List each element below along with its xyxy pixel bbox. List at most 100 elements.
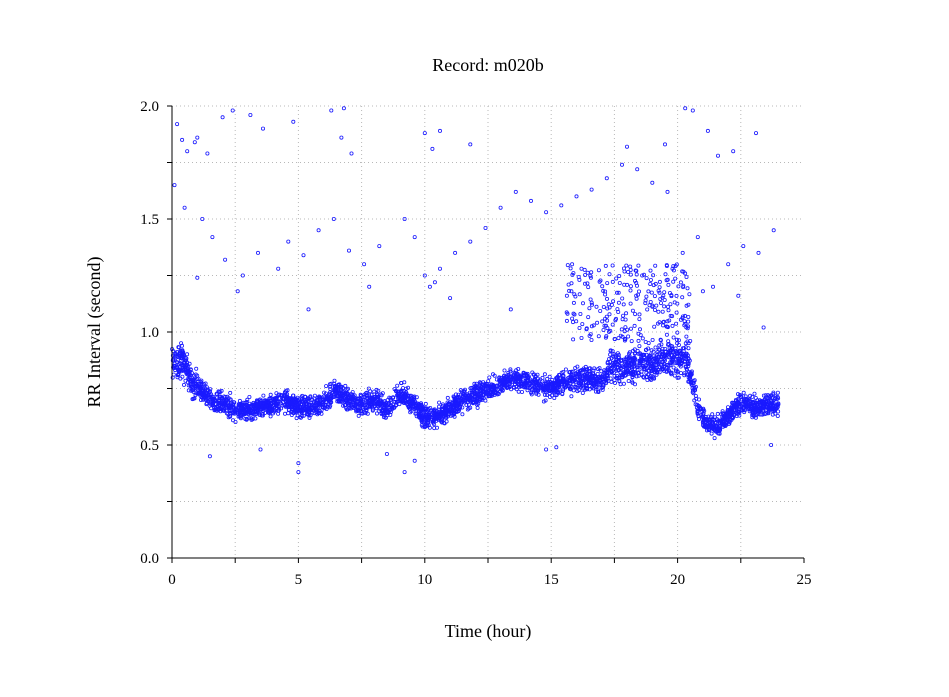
data-point: [402, 380, 407, 385]
data-point: [656, 355, 661, 360]
data-point: [264, 399, 269, 404]
data-point: [184, 356, 189, 361]
data-point: [622, 282, 627, 287]
outlier-point: [260, 126, 265, 131]
outlier-point: [711, 284, 716, 289]
data-point: [583, 281, 588, 286]
data-point: [422, 424, 427, 429]
data-point: [405, 385, 410, 390]
outlier-point: [620, 162, 625, 167]
data-point: [602, 373, 607, 378]
data-point: [770, 400, 775, 405]
data-point: [680, 295, 685, 300]
data-point: [557, 390, 562, 395]
data-point: [629, 379, 634, 384]
data-point: [575, 364, 580, 369]
outlier-point: [220, 115, 225, 120]
data-point: [654, 303, 659, 308]
data-point: [294, 416, 299, 421]
data-point: [581, 366, 586, 371]
data-point: [686, 314, 691, 319]
data-point: [322, 398, 327, 403]
outlier-point: [296, 461, 301, 466]
data-point: [610, 322, 615, 327]
data-point: [646, 289, 651, 294]
data-point: [549, 389, 554, 394]
data-point: [692, 378, 697, 383]
data-point: [624, 355, 629, 360]
data-point: [433, 417, 438, 422]
data-point: [604, 314, 609, 319]
data-point: [721, 422, 726, 427]
data-point: [727, 419, 732, 424]
data-point: [703, 414, 708, 419]
data-point: [628, 288, 633, 293]
data-point: [479, 390, 484, 395]
outlier-point: [329, 108, 334, 113]
outlier-point: [235, 289, 240, 294]
data-point: [365, 402, 370, 407]
data-point: [241, 400, 246, 405]
data-point: [228, 390, 233, 395]
data-point: [581, 301, 586, 306]
data-point: [637, 351, 642, 356]
data-point: [383, 411, 388, 416]
data-point: [615, 290, 620, 295]
data-point: [629, 326, 634, 331]
data-point: [502, 368, 507, 373]
data-point: [209, 396, 214, 401]
data-point: [648, 277, 653, 282]
data-point: [445, 395, 450, 400]
data-point: [757, 398, 762, 403]
data-point: [573, 372, 578, 377]
data-point: [680, 269, 685, 274]
data-point: [524, 374, 529, 379]
data-point: [411, 404, 416, 409]
data-point: [338, 384, 343, 389]
outlier-point: [180, 137, 185, 142]
data-point: [189, 388, 194, 393]
data-point: [421, 415, 426, 420]
chart-title: Record: m020b: [432, 55, 543, 75]
outlier-point: [430, 146, 435, 151]
outlier-point: [255, 250, 260, 255]
outlier-point: [683, 106, 688, 111]
data-point: [695, 411, 700, 416]
data-point: [741, 390, 746, 395]
data-point: [226, 400, 231, 405]
data-point: [329, 400, 334, 405]
data-point: [459, 389, 464, 394]
data-point: [624, 362, 629, 367]
data-point: [664, 332, 669, 337]
outlier-point: [756, 250, 761, 255]
x-tick-label: 5: [295, 572, 303, 588]
data-point: [554, 379, 559, 384]
data-point: [179, 341, 184, 346]
data-point: [393, 388, 398, 393]
data-point: [600, 319, 605, 324]
data-point: [659, 301, 664, 306]
data-point: [641, 374, 646, 379]
data-point: [748, 407, 753, 412]
data-point: [575, 372, 580, 377]
data-point: [617, 280, 622, 285]
data-point: [702, 408, 707, 413]
data-point: [395, 383, 400, 388]
outlier-point: [402, 216, 407, 221]
data-point: [608, 352, 613, 357]
data-point: [626, 269, 631, 274]
data-point: [571, 311, 576, 316]
data-point: [335, 393, 340, 398]
outlier-point: [341, 106, 346, 111]
outlier-point: [205, 151, 210, 156]
data-point: [328, 384, 333, 389]
outlier-point: [754, 131, 759, 136]
data-point: [423, 414, 428, 419]
outlier-point: [207, 454, 212, 459]
data-point: [697, 404, 702, 409]
outlier-point: [291, 119, 296, 124]
outlier-point: [258, 447, 263, 452]
data-point: [262, 403, 267, 408]
data-point: [741, 408, 746, 413]
x-axis-label: Time (hour): [445, 621, 532, 642]
